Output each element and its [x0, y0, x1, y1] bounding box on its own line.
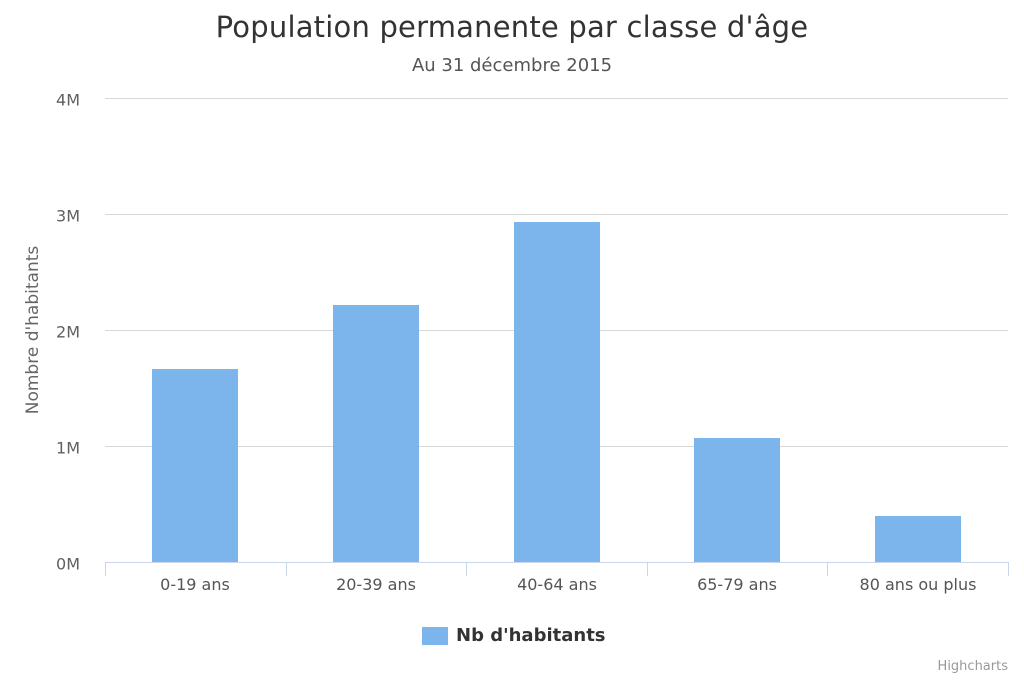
x-tick-label: 80 ans ou plus — [859, 575, 977, 594]
bar-40-64-ans[interactable] — [514, 222, 600, 562]
bar-80-ans-ou-plus[interactable] — [875, 516, 961, 562]
credits-link[interactable]: Highcharts — [937, 659, 1008, 674]
gridline — [105, 214, 1008, 215]
x-axis-line — [105, 562, 1008, 563]
x-tick-label: 65-79 ans — [697, 575, 777, 594]
gridline — [105, 98, 1008, 99]
x-tick-label: 40-64 ans — [517, 575, 597, 594]
x-tick-label: 20-39 ans — [336, 575, 416, 594]
x-tick — [466, 562, 467, 576]
x-tick-label: 0-19 ans — [160, 575, 230, 594]
legend-item[interactable]: Nb d'habitants — [422, 625, 606, 646]
y-tick-label: 3M — [56, 206, 80, 226]
bar-20-39-ans[interactable] — [333, 305, 419, 562]
x-tick — [105, 562, 106, 576]
chart-subtitle: Au 31 décembre 2015 — [411, 55, 613, 76]
y-axis-title: Nombre d'habitants — [23, 245, 43, 415]
legend-swatch — [422, 626, 448, 645]
chart-title: Population permanente par classe d'âge — [215, 10, 809, 44]
bar-0-19-ans[interactable] — [152, 369, 238, 562]
y-tick-label: 4M — [56, 90, 80, 110]
y-tick-label: 0M — [56, 554, 80, 574]
x-tick — [286, 562, 287, 576]
x-tick — [827, 562, 828, 576]
x-tick — [647, 562, 648, 576]
legend-label: Nb d'habitants — [456, 625, 606, 646]
y-tick-label: 2M — [56, 322, 80, 342]
x-tick — [1008, 562, 1009, 576]
y-tick-label: 1M — [56, 438, 80, 458]
bar-65-79-ans[interactable] — [694, 438, 780, 562]
